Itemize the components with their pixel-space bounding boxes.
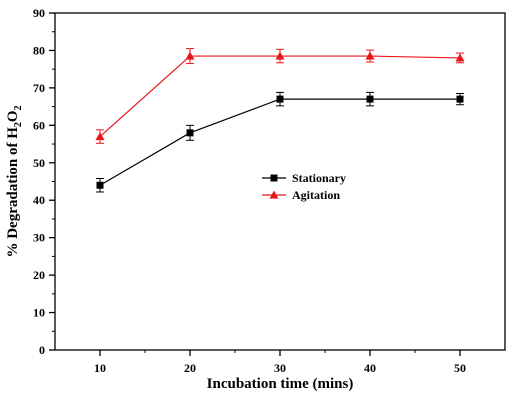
y-tick-label: 80 [33, 43, 45, 57]
data-point [275, 51, 285, 60]
x-axis-title: Incubation time (mins) [207, 376, 354, 392]
legend-marker [270, 174, 278, 182]
x-tick-label: 10 [94, 361, 106, 375]
data-point [95, 132, 105, 141]
y-axis-title-sub-2: 2 [13, 105, 24, 110]
y-tick-label: 40 [33, 193, 45, 207]
data-point [456, 95, 464, 103]
y-axis-title-sub-1: 2 [13, 122, 24, 127]
legend-label: Agitation [292, 188, 340, 202]
y-tick-label: 20 [33, 268, 45, 282]
data-point [366, 95, 374, 103]
legend: Stationary Agitation [262, 171, 346, 202]
legend-item-stationary: Stationary [262, 171, 346, 185]
y-tick-label: 50 [33, 156, 45, 170]
series-line [99, 98, 460, 186]
data-point [455, 53, 465, 62]
series-group [95, 48, 465, 193]
axes: 0 10 20 30 40 50 60 70 80 90 10 20 30 40 50 [33, 6, 506, 375]
x-tick-label: 20 [184, 361, 196, 375]
y-axis-title: % Degradation of H2O2 [5, 105, 24, 257]
x-tick-label: 30 [274, 361, 286, 375]
data-point [185, 51, 195, 60]
y-axis-title-o: O [5, 110, 21, 122]
series-stationary [96, 91, 464, 193]
x-tick-label: 40 [364, 361, 376, 375]
y-tick-label: 70 [33, 81, 45, 95]
data-point [96, 181, 104, 189]
legend-marker [269, 190, 279, 199]
data-point [186, 129, 194, 137]
series-agitation [95, 48, 465, 144]
y-tick-label: 30 [33, 231, 45, 245]
data-point [365, 51, 375, 60]
x-tick-label: 50 [454, 361, 466, 375]
legend-item-agitation: Agitation [262, 188, 340, 202]
data-point [276, 95, 284, 103]
plot-frame [54, 12, 506, 351]
y-tick-label: 10 [33, 306, 45, 320]
y-tick-label: 90 [33, 6, 45, 20]
y-axis-title-main: % Degradation of H [5, 127, 21, 258]
y-tick-label: 0 [39, 343, 45, 357]
y-tick-label: 60 [33, 118, 45, 132]
legend-label: Stationary [292, 171, 346, 185]
